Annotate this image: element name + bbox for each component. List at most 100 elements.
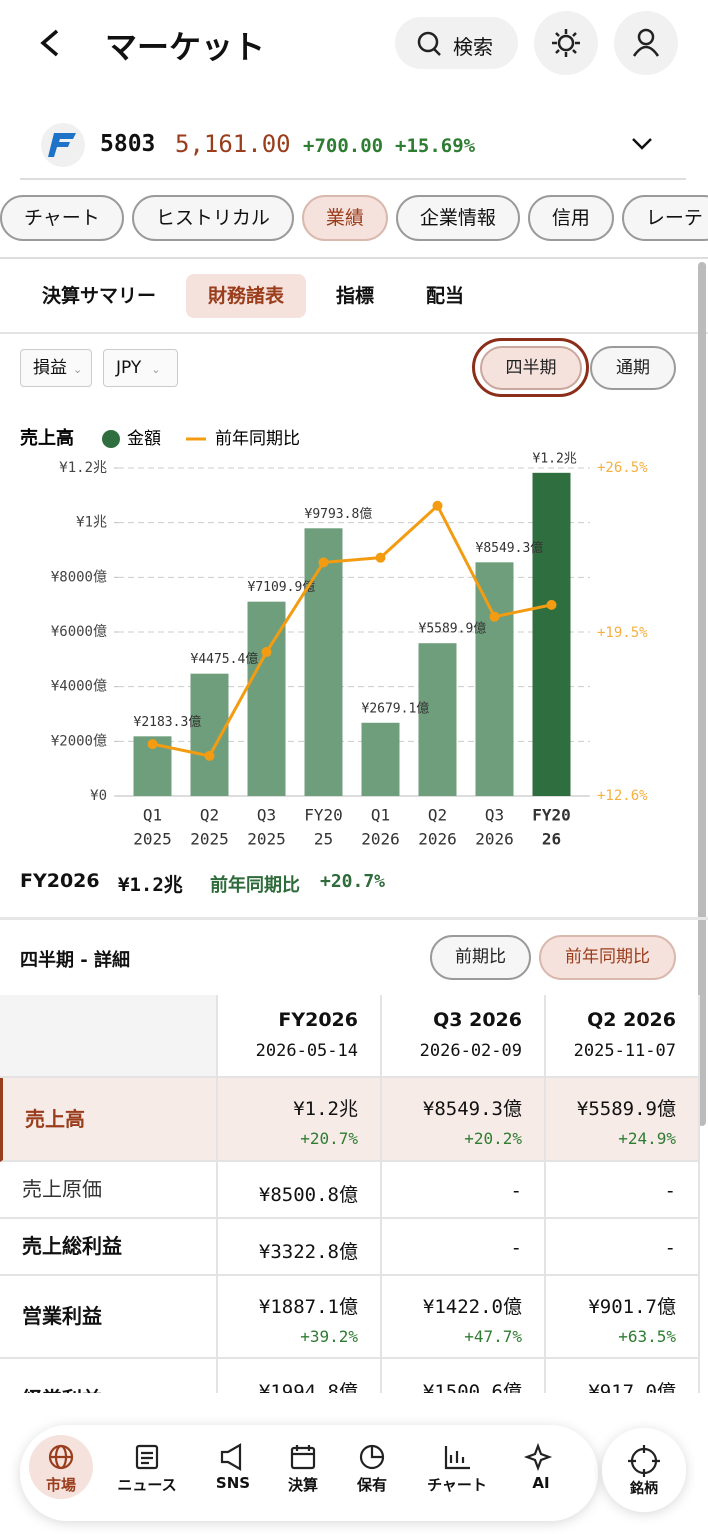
row-label-cell: 売上高 — [0, 1078, 218, 1162]
y-tick-label: ¥6000億 — [51, 624, 107, 640]
price-change: +700.00 — [303, 135, 384, 157]
yoy-point — [375, 552, 386, 563]
x-tick-label: Q2 — [428, 806, 447, 825]
currency-select[interactable]: JPY ⌄ — [103, 349, 178, 387]
sun-icon — [557, 34, 575, 52]
compare-button[interactable]: 前期比 — [430, 935, 531, 980]
yoy-point — [204, 750, 215, 761]
value-label: ¥5589.9億 — [419, 621, 487, 637]
value-cell: ¥917.0億 — [546, 1359, 700, 1393]
y-tick-label: ¥4000億 — [51, 679, 107, 695]
row-label: 経常利益 — [22, 1359, 194, 1393]
cell-value: ¥8500.8億 — [258, 1184, 358, 1206]
cell-value: - — [664, 1237, 676, 1259]
legend-label: 金額 — [127, 429, 161, 449]
sub-tab[interactable]: 決算サマリー — [42, 285, 157, 307]
value-cell: ¥1994.8億 — [218, 1359, 382, 1393]
legend-swatch — [102, 430, 120, 448]
cell-value: ¥901.7億 — [588, 1296, 676, 1318]
sub-tab[interactable]: 財務諸表 — [186, 274, 307, 318]
header-cell: FY2026 2026-05-14 — [218, 995, 382, 1078]
x-tick-label: 2026 — [361, 830, 400, 849]
nav-label[interactable]: 決算 — [287, 1476, 319, 1494]
nav-label[interactable]: 保有 — [356, 1476, 388, 1494]
cell-value: ¥3322.8億 — [258, 1241, 358, 1263]
value-label: ¥2183.3億 — [134, 714, 202, 730]
nav-label[interactable]: ニュース — [117, 1476, 177, 1494]
row-label: 売上総利益 — [22, 1234, 122, 1258]
compare-button[interactable]: 前年同期比 — [539, 935, 676, 980]
tab[interactable]: ヒストリカル — [131, 195, 294, 241]
summary-change: +20.7% — [320, 871, 386, 892]
header-cell — [0, 995, 218, 1078]
row-label: 売上高 — [25, 1107, 85, 1131]
column-date: 2025-11-07 — [573, 1041, 676, 1061]
x-tick-label: Q1 — [143, 806, 162, 825]
cell-change: +24.9% — [618, 1129, 676, 1148]
column-date: 2026-02-09 — [419, 1041, 522, 1061]
value-cell: ¥1887.1億 +39.2% — [218, 1276, 382, 1359]
cell-value: ¥8549.3億 — [422, 1098, 522, 1120]
tab-bar: チャート ヒストリカル 業績 企業情報 信用 レーテ — [0, 195, 708, 243]
value-cell: - — [546, 1219, 700, 1276]
row-label: 営業利益 — [22, 1304, 102, 1328]
statement-select[interactable]: 損益 ⌄ — [20, 349, 92, 387]
column-date: 2026-05-14 — [255, 1041, 358, 1061]
y-tick-label: ¥1.2兆 — [59, 460, 107, 476]
divider — [0, 917, 708, 920]
back-icon[interactable] — [40, 29, 59, 57]
value-label: ¥1.2兆 — [533, 451, 577, 466]
value-cell: ¥8500.8億 — [218, 1162, 382, 1219]
period-button[interactable]: 通期 — [590, 346, 676, 390]
nav-label[interactable]: 市場 — [45, 1476, 77, 1494]
sub-tab[interactable]: 配当 — [426, 285, 465, 307]
tab[interactable]: 業績 — [301, 195, 388, 241]
value-cell: - — [546, 1162, 700, 1219]
search-label[interactable]: 検索 — [453, 35, 493, 59]
cell-value: - — [664, 1180, 676, 1202]
value-label: ¥7109.9億 — [248, 579, 316, 595]
x-tick-label: 2026 — [418, 830, 457, 849]
nav-label[interactable]: 銘柄 — [630, 1481, 658, 1497]
nav-label[interactable]: AI — [532, 1474, 550, 1492]
y2-tick-label: +19.5% — [597, 625, 648, 641]
yoy-line — [152, 503, 552, 758]
period-button[interactable]: 四半期 — [480, 346, 582, 390]
x-tick-label: Q3 — [485, 806, 504, 825]
page-title: マーケット — [105, 28, 266, 66]
x-tick-label: 2025 — [133, 830, 172, 849]
nav-label[interactable]: SNS — [215, 1474, 251, 1492]
cell-value: ¥5589.9億 — [576, 1098, 676, 1120]
x-tick-label: FY20 — [532, 806, 571, 825]
x-tick-label: 2026 — [475, 830, 514, 849]
value-label: ¥9793.8億 — [305, 506, 373, 522]
detail-title: 四半期 - 詳細 — [20, 950, 131, 971]
search-box[interactable] — [395, 17, 518, 69]
value-label: ¥4475.4億 — [191, 651, 259, 667]
tab[interactable]: チャート — [0, 195, 124, 241]
nav-label[interactable]: チャート — [427, 1476, 487, 1494]
header-cell: Q2 2026 2025-11-07 — [546, 995, 700, 1078]
value-label: ¥8549.3億 — [476, 540, 544, 556]
sub-tab[interactable]: 指標 — [336, 285, 375, 307]
yoy-point — [489, 611, 500, 622]
tab[interactable]: レーテ — [621, 195, 708, 241]
y-tick-label: ¥2000億 — [51, 733, 107, 749]
cell-change: +20.7% — [300, 1129, 358, 1148]
bar — [304, 528, 343, 796]
financial-table: FY2026 2026-05-14 Q3 2026 2026-02-09 Q2 2026… — [0, 995, 700, 1393]
cell-value: ¥1422.0億 — [422, 1296, 522, 1318]
search-icon — [417, 31, 439, 53]
row-label-cell: 売上原価 — [0, 1162, 218, 1219]
bar — [190, 673, 229, 796]
target-icon — [628, 1445, 660, 1477]
divider — [0, 332, 708, 334]
column-period: FY2026 — [278, 1009, 358, 1031]
tab[interactable]: 企業情報 — [395, 195, 520, 241]
theme-button[interactable] — [534, 11, 598, 75]
expand-icon[interactable] — [632, 138, 652, 150]
tab[interactable]: 信用 — [527, 195, 614, 241]
scrollbar[interactable] — [698, 262, 706, 1126]
x-tick-label: 2025 — [190, 830, 229, 849]
